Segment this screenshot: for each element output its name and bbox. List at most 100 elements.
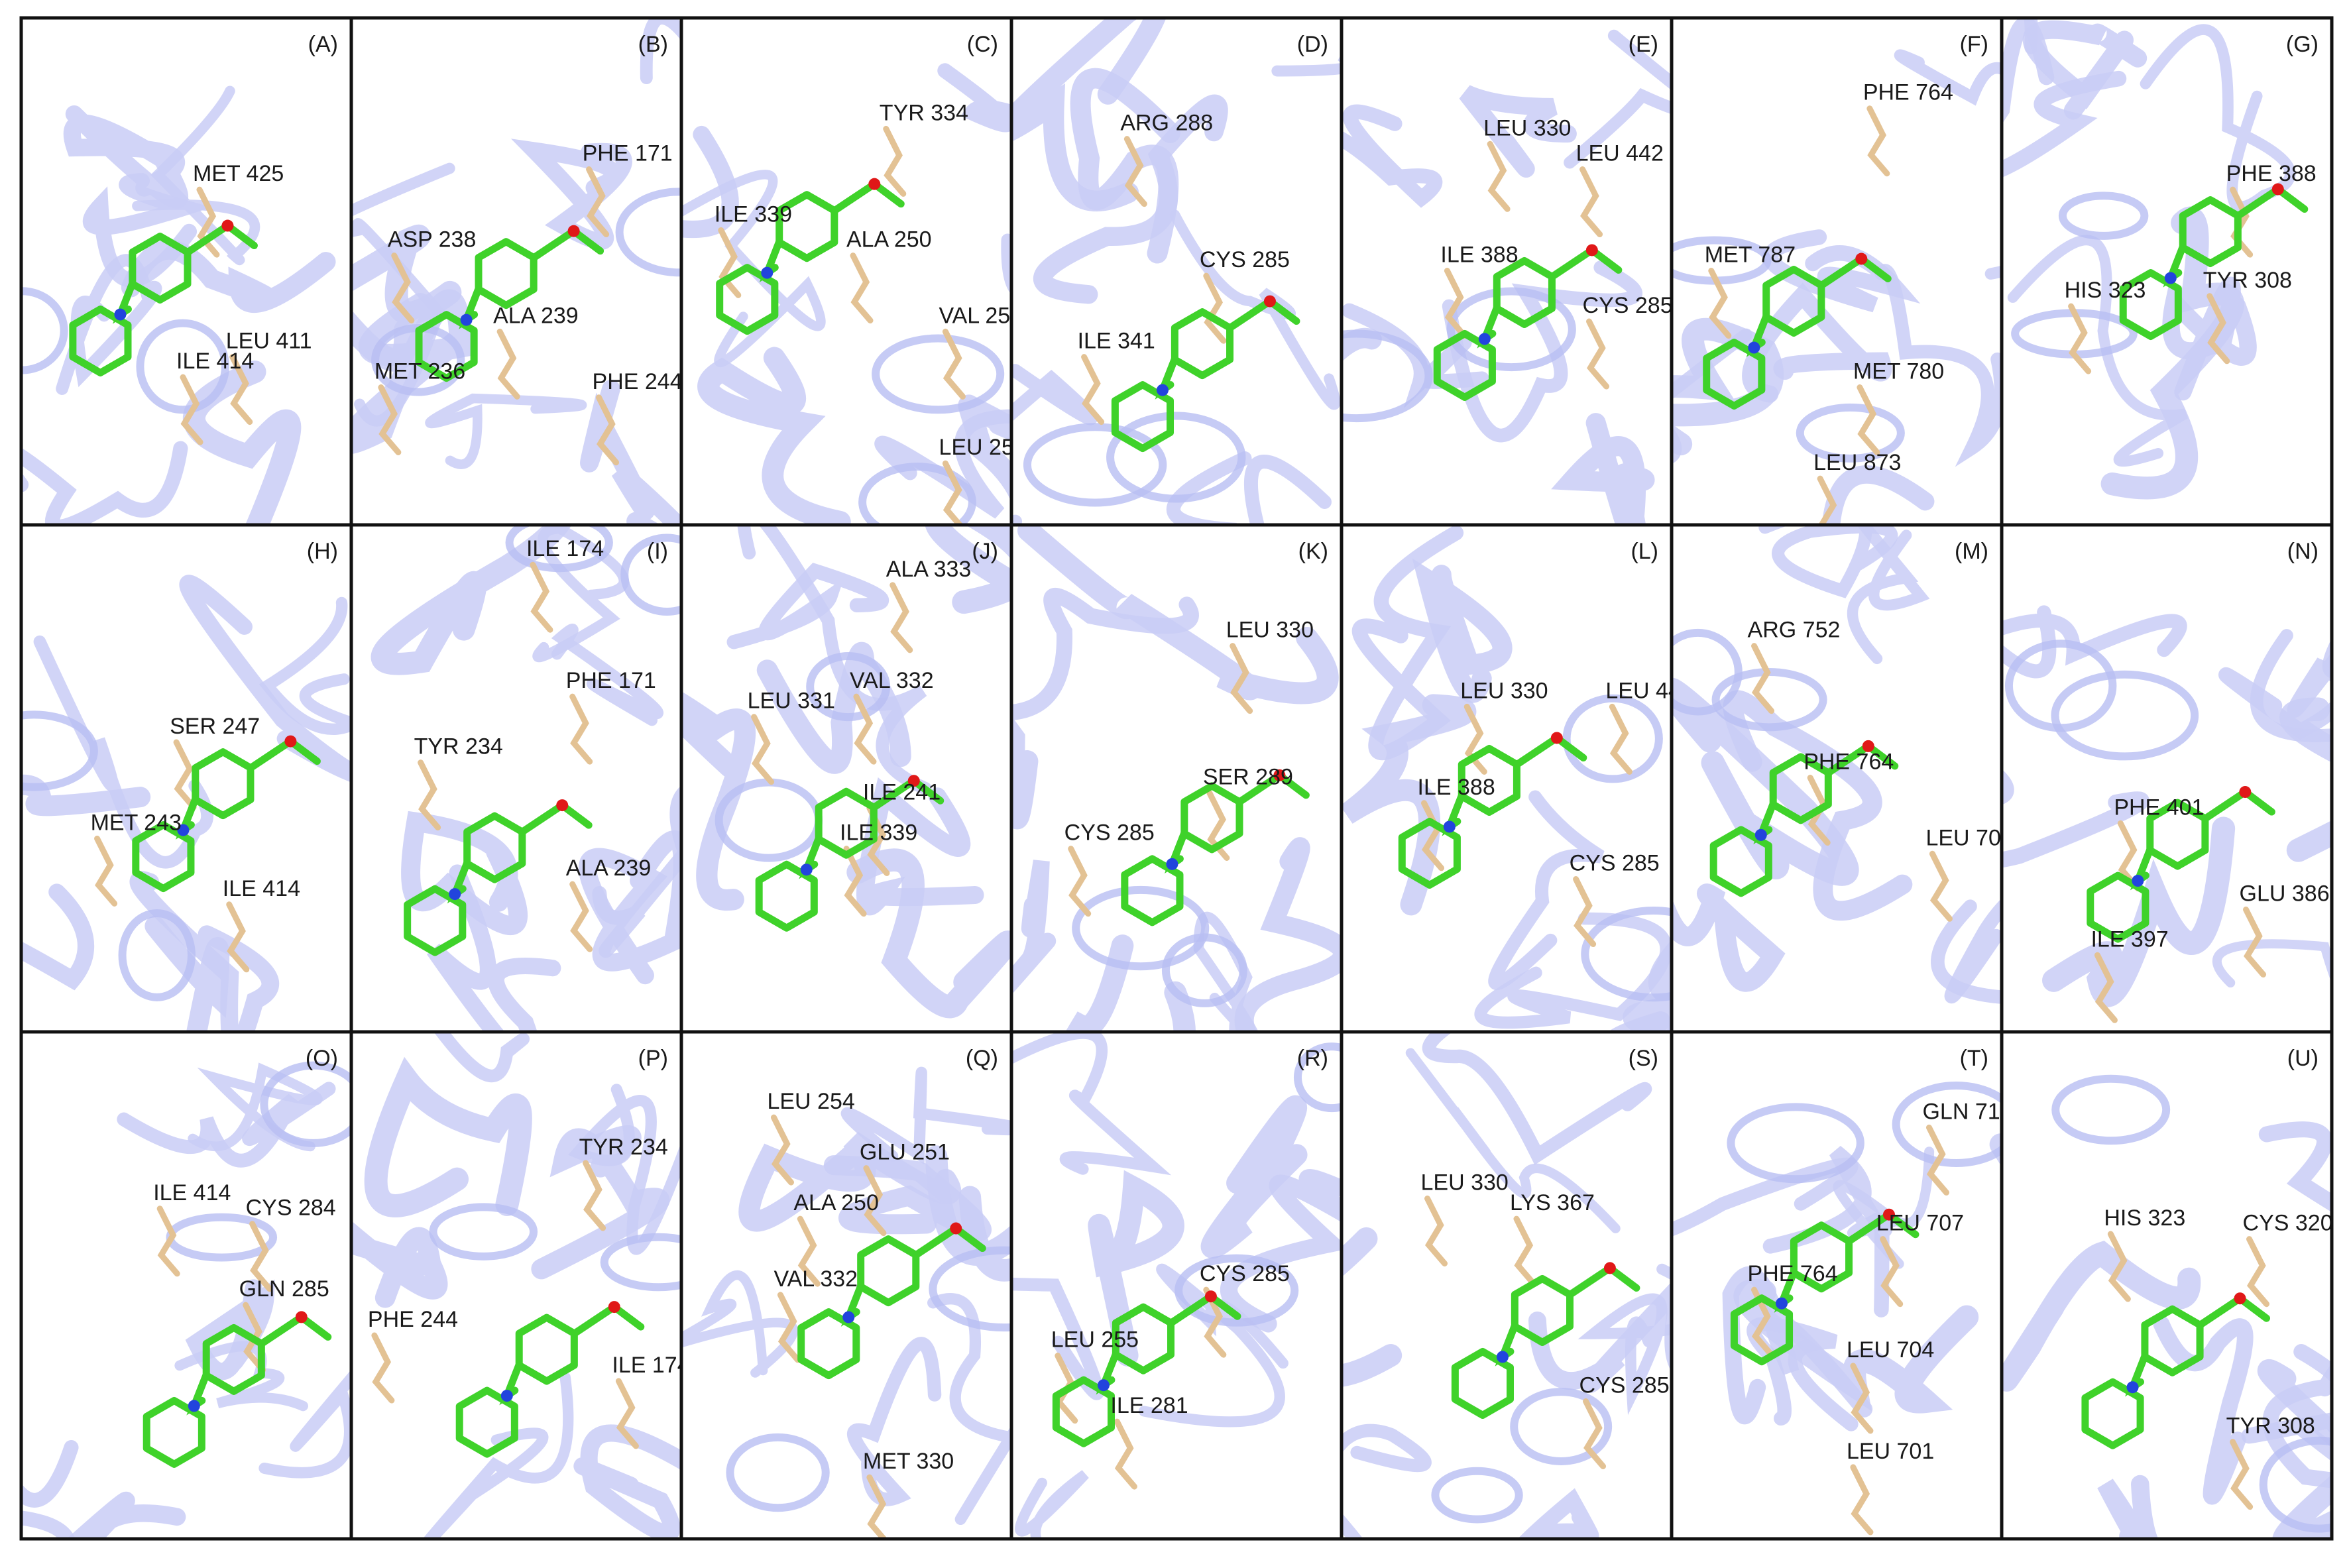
panel-bg: [1011, 18, 1342, 525]
panel: (J)ALA 333 VAL 332 LEU 331 ILE 241 ILE 339: [681, 525, 1011, 1032]
protein-ribbon: [174, 1341, 308, 1412]
panel-label: (S): [1629, 1046, 1658, 1071]
protein-ribbon: [2007, 235, 2189, 467]
heteroatom: [761, 266, 773, 279]
residue-stick: [889, 582, 913, 653]
protein-ribbon: [21, 883, 95, 991]
panel: (C) TYR 334 ILE 339 ALA 250 VAL 255 LEU 258: [681, 18, 1026, 525]
residue-label: PHE 401: [2114, 795, 2204, 820]
protein-helix: [726, 1433, 830, 1512]
heteroatom: [1862, 740, 1874, 752]
residue-label: PHE 171: [583, 141, 673, 166]
panel: (N) PHE 401 GLU 386 ILE 397: [2002, 525, 2332, 1032]
protein-ribbon: [117, 1082, 336, 1168]
ligand-ring: [1709, 826, 1772, 897]
protein-ribbon: [1017, 525, 1339, 704]
panel: (P) TYR 234 PHE 244 ILE 174: [351, 1032, 681, 1539]
protein-ribbon: [551, 624, 663, 726]
residue-label: MET 330: [863, 1449, 954, 1474]
residue-label: LEU 442: [1576, 141, 1664, 166]
protein-ribbon: [1234, 837, 1342, 1032]
protein-ribbon: [371, 525, 572, 675]
residue-stick: [418, 759, 441, 831]
protein-helix: [1796, 403, 1905, 463]
protein-ribbon: [2162, 276, 2257, 401]
residue-stick: [226, 901, 250, 973]
residue-label: LEU 258: [939, 435, 1026, 460]
residue-stick: [866, 1474, 888, 1539]
residue-label: PHE 764: [1804, 750, 1894, 775]
protein-ribbon: [925, 525, 1011, 614]
residue-stick: [883, 125, 907, 197]
protein-ribbon: [422, 1371, 574, 1539]
residue-label: TYR 308: [2203, 268, 2292, 293]
residue-stick: [196, 186, 220, 258]
residue-stick: [1609, 703, 1633, 775]
residue-label: PHE 388: [2226, 161, 2317, 186]
protein-ribbon: [874, 409, 1011, 519]
residue-stick: [371, 1332, 395, 1404]
protein-ribbon: [846, 848, 1011, 1019]
protein-ribbon: [1088, 1170, 1184, 1367]
panel-label: (M): [1955, 539, 1988, 564]
residue-stick: [180, 374, 203, 445]
residue-stick: [1081, 354, 1105, 425]
residue-label: ILE 339: [840, 820, 917, 846]
residue-label: LEU 445: [1605, 678, 1693, 703]
protein-helix: [2259, 1436, 2332, 1533]
heteroatom: [1585, 244, 1598, 256]
panel-label: (R): [1297, 1046, 1328, 1071]
protein-helix: [1510, 1388, 1613, 1465]
panel-border: [2000, 1030, 2334, 1541]
panel: (I) ILE 174 PHE 171 TYR 234 ALA 239: [351, 525, 681, 1032]
residue-label: HIS 323: [2104, 1205, 2185, 1231]
protein-ribbon: [1405, 1048, 1621, 1233]
ligand-ring: [2081, 1378, 2144, 1449]
residue-stick: [1424, 1196, 1448, 1266]
protein-helix: [1446, 287, 1576, 372]
protein-ribbon: [21, 1439, 79, 1539]
protein-helix: [1431, 1467, 1523, 1524]
protein-ribbon: [364, 1056, 532, 1217]
protein-ribbon: [2002, 605, 2187, 679]
residue-label: LEU 704: [1847, 1337, 1934, 1363]
protein-helix: [2058, 192, 2149, 240]
protein-ribbon: [1015, 1470, 1089, 1539]
residue-stick: [569, 693, 593, 765]
protein-helix: [2004, 640, 2117, 732]
heteroatom: [2234, 1292, 2246, 1305]
protein-helix: [1161, 933, 1247, 1007]
panel-label: (G): [2286, 32, 2319, 57]
residue-label: TYR 234: [579, 1135, 668, 1160]
panel-bg: [1342, 1032, 1672, 1539]
panel: (D) ARG 288 CYS 285 ILE 341: [1011, 18, 1342, 525]
heteroatom: [1882, 1208, 1895, 1221]
heteroatom: [556, 799, 569, 812]
residue-stick: [2068, 303, 2092, 374]
residue-label: GLN 285: [239, 1276, 329, 1302]
protein-ribbon: [1944, 898, 2002, 1004]
residue-stick: [843, 846, 867, 917]
panel-label: (L): [1631, 539, 1658, 564]
protein-ribbon: [182, 361, 302, 525]
heteroatom: [1263, 295, 1276, 308]
residue-label: LEU 254: [767, 1089, 854, 1114]
protein-helix: [620, 533, 681, 616]
protein-ribbon: [21, 774, 151, 816]
protein-ribbon: [697, 347, 851, 525]
protein-ribbon: [1065, 934, 1196, 1032]
heteroatom: [800, 864, 813, 876]
protein-ribbon: [33, 635, 213, 869]
protein-ribbon: [1623, 940, 1672, 1032]
protein-ribbon: [2257, 1359, 2332, 1539]
heteroatom: [1478, 333, 1491, 345]
ligand-ring: [716, 264, 779, 335]
heteroatom: [2132, 875, 2144, 887]
protein-ribbon: [856, 777, 984, 916]
residue-stick: [1068, 846, 1092, 917]
residue-label: PHE 764: [1863, 80, 1953, 105]
protein-ribbon: [351, 162, 455, 427]
heteroatom: [1748, 341, 1760, 354]
